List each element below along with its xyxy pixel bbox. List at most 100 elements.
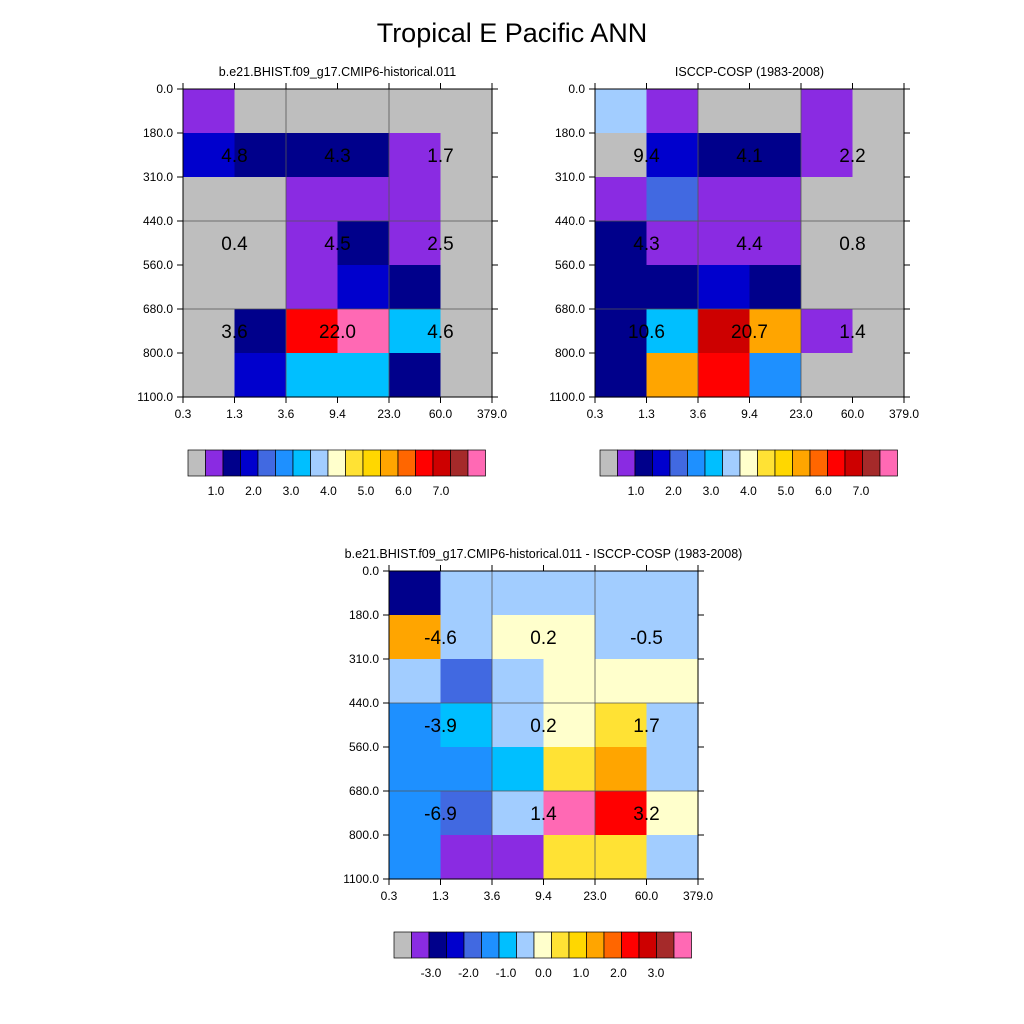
panel-3-colorbar-box [481, 931, 500, 959]
panel-2-cell-r7-c1 [595, 353, 648, 398]
panel-2-cell-r5-c5 [801, 265, 854, 310]
panel-3-cell-r7-c1 [389, 835, 442, 880]
panel-2-cell-r2-c3 [698, 133, 751, 178]
panel-1-cell-r4-c5 [389, 221, 442, 266]
panel-1-colorbar-box [415, 449, 434, 477]
panel-1-cell-r1-c6 [440, 89, 493, 134]
panel-1-cell-r1-c2 [234, 89, 287, 134]
panel-3-colorbar-box [446, 931, 465, 959]
panel-2-cell-r5-c2 [646, 265, 699, 310]
panel-3-cell-r2-c3 [492, 615, 545, 660]
panel-3-cell-r5-c3 [492, 747, 545, 792]
panel-2-colorbar-box [722, 449, 741, 477]
panel-3-cell-r1-c3 [492, 571, 545, 616]
panel-1-cell-r6-c1 [183, 309, 236, 354]
panel-1-cell-r7-c2 [234, 353, 287, 398]
panel-2-colorbar-box [704, 449, 723, 477]
panel-2-colorbar-box [862, 449, 881, 477]
panel-1-cell-r3-c5 [389, 177, 442, 222]
panel-3-colorbar-label: 2.0 [610, 966, 627, 980]
panel-1-cell-r2-c5 [389, 133, 442, 178]
panel-2-title: ISCCP-COSP (1983-2008) [675, 65, 824, 79]
panel-2-cell-r1-c5 [801, 89, 854, 134]
panel-1-cell-r2-c4 [337, 133, 390, 178]
panel-1-cell-r4-c1 [183, 221, 236, 266]
panel-3-xtick-label: 3.6 [484, 889, 501, 903]
panel-1-cell-r6-c6 [440, 309, 493, 354]
panel-1-cell-r2-c1 [183, 133, 236, 178]
panel-3-cell-r6-c1 [389, 791, 442, 836]
panel-2-cell-r7-c3 [698, 353, 751, 398]
panel-3-cell-r2-c5 [595, 615, 648, 660]
panel-3-value-label: -6.9 [424, 804, 457, 825]
panel-3-colorbar-label: 3.0 [648, 966, 665, 980]
panel-3-cell-r5-c4 [543, 747, 596, 792]
panel-2-cell-r5-c1 [595, 265, 648, 310]
panel-3-cell-r3-c5 [595, 659, 648, 704]
panel-1-cell-r5-c6 [440, 265, 493, 310]
panel-1-colorbar-box [187, 449, 206, 477]
panel-2-colorbar-box [687, 449, 706, 477]
panel-3-colorbar-box [603, 931, 622, 959]
panel-3-value-label: -0.5 [630, 628, 663, 649]
figure-title: Tropical E Pacific ANN [376, 18, 648, 48]
panel-3-cell-r6-c5 [595, 791, 648, 836]
panel-2-cell-r6-c2 [646, 309, 699, 354]
panel-1-xtick-label: 9.4 [329, 407, 346, 421]
panel-3-cell-r1-c1 [389, 571, 442, 616]
panel-1-value-label: 4.6 [427, 322, 453, 343]
panel-2-cell-r3-c1 [595, 177, 648, 222]
panel-2-xtick-label: 3.6 [690, 407, 707, 421]
panel-3-value-label: -3.9 [424, 716, 457, 737]
panel-3-cell-r7-c3 [492, 835, 545, 880]
panel-3-cell-r6-c4 [543, 791, 596, 836]
panel-2-xtick-label: 1.3 [638, 407, 655, 421]
panel-3-cell-r3-c3 [492, 659, 545, 704]
panel-2-cell-r5-c3 [698, 265, 751, 310]
panel-1-colorbar-box [205, 449, 224, 477]
panel-2-cell-r5-c6 [852, 265, 905, 310]
panel-3-cell-r7-c5 [595, 835, 648, 880]
panel-1-cell-r2-c6 [440, 133, 493, 178]
panel-1-value-label: 3.6 [221, 322, 247, 343]
panel-1-cell-r3-c6 [440, 177, 493, 222]
panel-2-cell-r1-c6 [852, 89, 905, 134]
panel-3-ytick-label: 560.0 [349, 740, 379, 754]
panel-1-cell-r4-c4 [337, 221, 390, 266]
panel-1-ytick-label: 1100.0 [137, 390, 173, 404]
panel-1-colorbar-label: 3.0 [283, 484, 300, 498]
panel-2-cell-r1-c1 [595, 89, 648, 134]
panel-1-cell-r4-c3 [286, 221, 339, 266]
panel-1-value-label: 1.7 [427, 146, 453, 167]
panel-1-colorbar-box [380, 449, 399, 477]
panel-3-value-label: -4.6 [424, 628, 457, 649]
panel-1-ytick-label: 560.0 [143, 258, 173, 272]
panel-1-colorbar-label: 4.0 [320, 484, 337, 498]
panel-1-colorbar-box [432, 449, 451, 477]
panel-3-ytick-label: 1100.0 [343, 872, 379, 886]
panel-2-cell-r4-c4 [749, 221, 802, 266]
panel-1-ytick-label: 680.0 [143, 302, 173, 316]
panel-1-xtick-label: 23.0 [377, 407, 401, 421]
panel-1-cell-r6-c4 [337, 309, 390, 354]
panel-2-value-label: 4.3 [633, 234, 659, 255]
panel-3-cell-r4-c4 [543, 703, 596, 748]
panel-2-colorbar-box [774, 449, 793, 477]
panel-1-colorbar-box [450, 449, 469, 477]
panel-1-cell-r7-c1 [183, 353, 236, 398]
panel-3-cell-r7-c6 [646, 835, 699, 880]
panel-2-cell-r6-c1 [595, 309, 648, 354]
panel-1-cell-r7-c3 [286, 353, 339, 398]
panel-3-colorbar-label: 0.0 [535, 966, 552, 980]
panel-1-cell-r2-c2 [234, 133, 287, 178]
panel-2-colorbar-box [757, 449, 776, 477]
panel-3-ytick-label: 440.0 [349, 696, 379, 710]
panel-2-colorbar-box [617, 449, 636, 477]
panel-2-xtick-label: 0.3 [587, 407, 604, 421]
panel-3-colorbar-label: -2.0 [458, 966, 479, 980]
panel-3-colorbar-box [498, 931, 517, 959]
panel-2-ytick-label: 800.0 [555, 346, 585, 360]
panel-1-cell-r7-c4 [337, 353, 390, 398]
panel-2-ytick-label: 180.0 [555, 126, 585, 140]
